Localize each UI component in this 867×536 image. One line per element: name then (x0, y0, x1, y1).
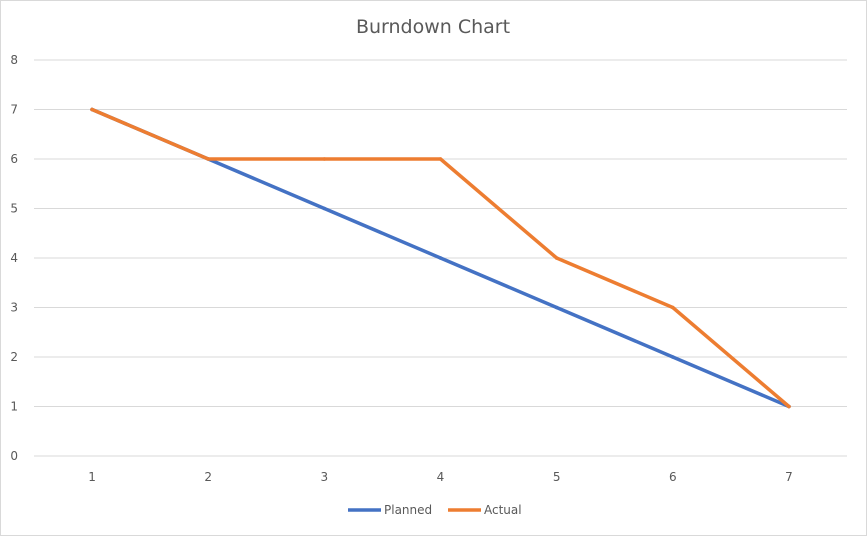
legend-item-actual: Actual (448, 503, 522, 517)
data-point-actual (90, 107, 94, 112)
x-tick-label: 2 (204, 470, 212, 484)
legend-label: Actual (484, 503, 522, 517)
data-point-planned (670, 355, 675, 359)
x-tick-label: 5 (553, 470, 561, 484)
series-lines (90, 107, 791, 409)
x-tick-label: 4 (437, 470, 445, 484)
x-tick-label: 7 (785, 470, 793, 484)
data-point-actual (787, 404, 791, 409)
data-point-actual (554, 256, 559, 260)
y-tick-label: 0 (10, 449, 18, 463)
data-point-planned (438, 256, 443, 260)
chart-title: Burndown Chart (356, 16, 510, 38)
y-tick-label: 4 (10, 251, 18, 265)
y-tick-label: 1 (10, 400, 18, 414)
data-point-actual (206, 157, 211, 161)
x-tick-label: 3 (321, 470, 329, 484)
x-tick-label: 6 (669, 470, 677, 484)
y-tick-label: 6 (10, 152, 18, 166)
y-tick-label: 5 (10, 202, 18, 216)
x-axis-ticks: 1 2 3 4 5 6 7 (88, 470, 792, 484)
data-point-planned (322, 206, 327, 211)
data-point-planned (554, 305, 559, 310)
data-point-actual (670, 305, 675, 310)
x-tick-label: 1 (88, 470, 96, 484)
legend-item-planned: Planned (348, 503, 432, 517)
y-tick-label: 7 (10, 103, 18, 117)
data-point-actual (322, 157, 327, 161)
legend-label: Planned (384, 503, 432, 517)
y-tick-label: 3 (10, 301, 18, 315)
data-point-actual (438, 157, 443, 161)
y-tick-label: 2 (10, 350, 18, 364)
y-axis-ticks: 0 1 2 3 4 5 6 7 8 (10, 53, 18, 463)
legend: Planned Actual (348, 503, 522, 517)
y-tick-label: 8 (10, 53, 18, 67)
